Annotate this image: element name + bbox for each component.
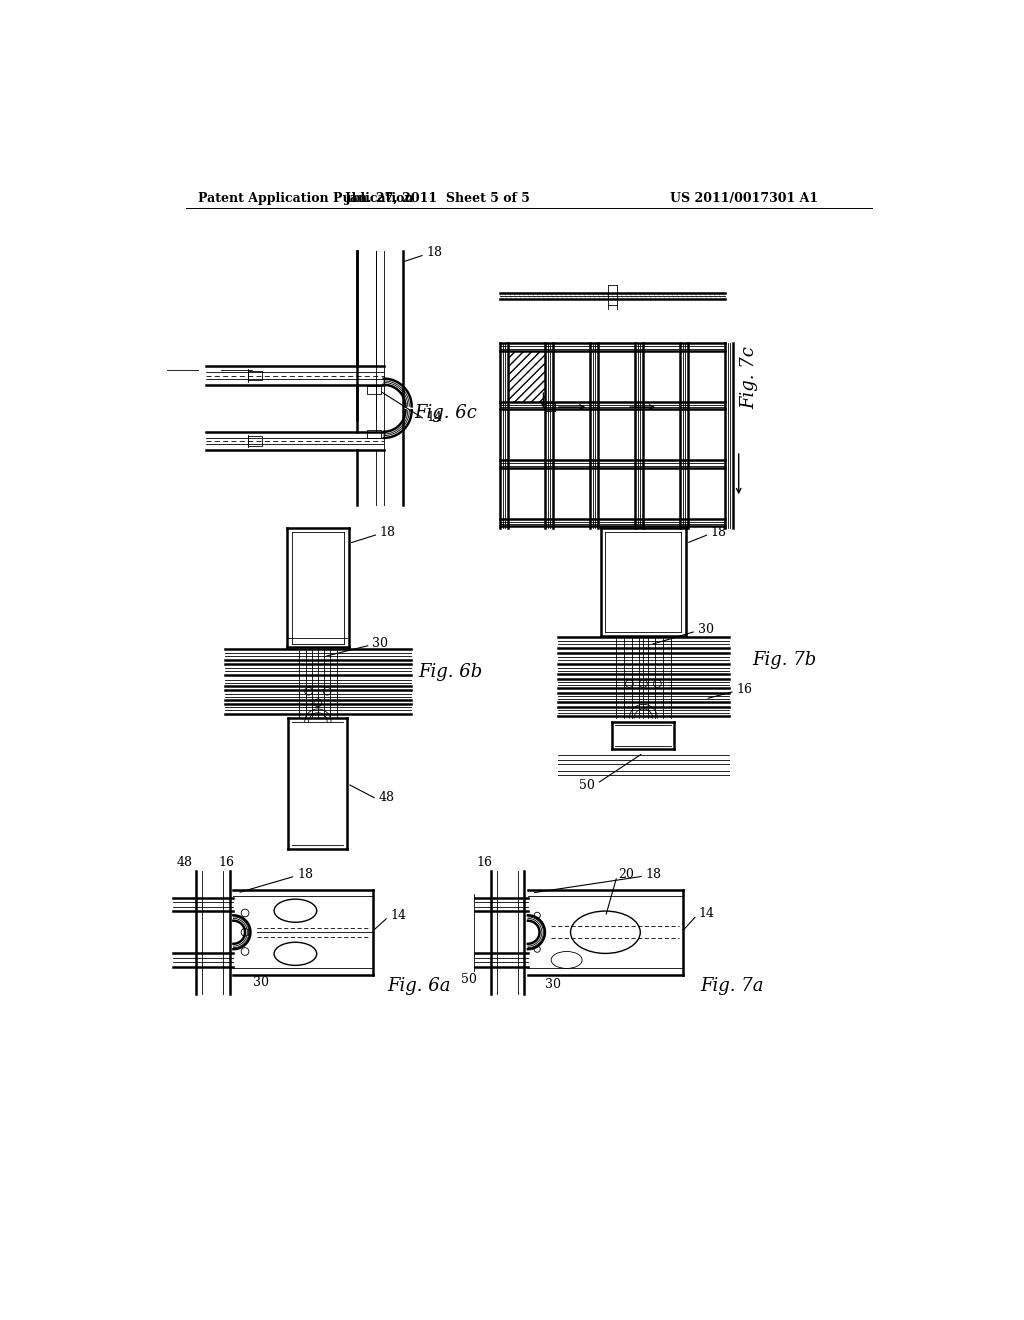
Text: 16: 16 <box>476 857 493 870</box>
Text: Jan. 27, 2011  Sheet 5 of 5: Jan. 27, 2011 Sheet 5 of 5 <box>345 191 530 205</box>
Text: 50: 50 <box>580 779 595 792</box>
Text: 14: 14 <box>698 907 715 920</box>
Text: Fig. 6b: Fig. 6b <box>419 663 483 681</box>
Text: 18: 18 <box>711 527 727 539</box>
Text: 14: 14 <box>426 411 442 424</box>
Text: Patent Application Publication: Patent Application Publication <box>198 191 414 205</box>
Text: 18: 18 <box>426 246 442 259</box>
Text: 18: 18 <box>297 869 313 880</box>
Text: 48: 48 <box>176 857 193 870</box>
Text: 16: 16 <box>736 684 753 696</box>
Text: 18: 18 <box>646 869 662 880</box>
Bar <box>248 437 262 446</box>
Text: 20: 20 <box>618 869 635 880</box>
Text: Fig. 6c: Fig. 6c <box>415 404 477 421</box>
Text: Fig. 7c: Fig. 7c <box>740 346 759 409</box>
Text: Fig. 7a: Fig. 7a <box>700 977 764 995</box>
Text: 30: 30 <box>697 623 714 636</box>
Text: 50: 50 <box>461 973 477 986</box>
Text: Fig. 7b: Fig. 7b <box>752 652 816 669</box>
Bar <box>367 387 381 395</box>
Text: Fig. 6a: Fig. 6a <box>387 977 451 995</box>
Text: 14: 14 <box>390 908 406 921</box>
Text: 18: 18 <box>380 527 396 539</box>
Bar <box>367 430 381 438</box>
Bar <box>248 371 262 380</box>
Bar <box>508 351 545 401</box>
Text: 48: 48 <box>378 791 394 804</box>
Text: US 2011/0017301 A1: US 2011/0017301 A1 <box>671 191 818 205</box>
Text: 30: 30 <box>253 975 268 989</box>
Text: 30: 30 <box>545 978 561 991</box>
Text: 30: 30 <box>372 638 388 649</box>
Text: 16: 16 <box>218 857 234 870</box>
